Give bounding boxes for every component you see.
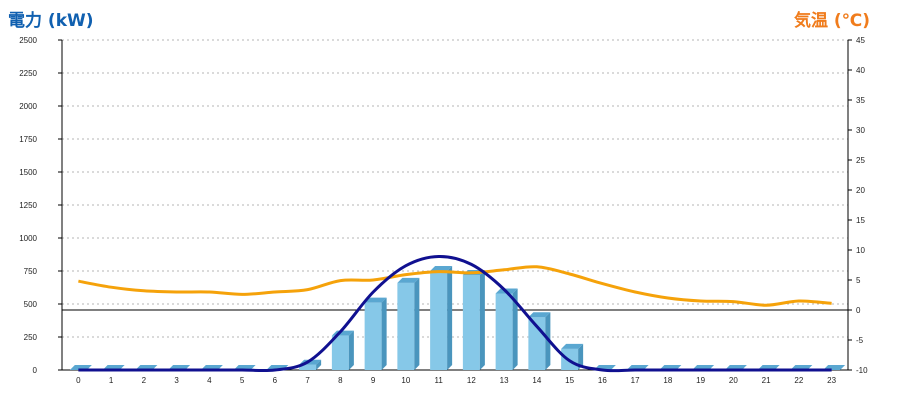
right-axis-tick-label: -10 [856,366,868,375]
left-axis-unit-label: 電力 (kW) [8,11,94,31]
bar-top [430,266,453,271]
right-axis-tick-label: 10 [856,246,865,255]
bar-side [512,288,518,370]
bar-top [397,277,420,283]
line-series [78,254,832,373]
x-axis-tick-label: 12 [467,376,476,385]
x-axis-tick-label: 18 [663,376,672,385]
right-axis-tick-label: 20 [856,186,865,195]
x-axis-tick-label: 5 [240,376,245,385]
left-axis-tick-label: 750 [24,267,38,276]
power-line [78,254,832,373]
bar-front [299,364,317,370]
x-axis-tick-label: 23 [827,376,836,385]
x-axis-tick-label: 17 [631,376,640,385]
bar-front [331,335,349,370]
left-axis-tick-label: 1500 [19,168,37,177]
right-axis-unit-label: 気温 (℃) [793,11,870,31]
x-axis-tick-label: 2 [142,376,147,385]
bar-top [364,297,387,303]
left-axis-tick-label: 2500 [19,36,37,45]
bar [397,277,420,370]
x-axis-tick-label: 11 [434,376,443,385]
x-axis-tick-label: 9 [371,376,376,385]
bar-front [364,302,382,370]
right-axis-tick-label: 15 [856,216,865,225]
x-axis-tick-label: 8 [338,376,343,385]
bar [495,288,518,370]
bar-side [348,330,354,370]
bar-top [561,343,584,349]
left-axis-tick-label: 1000 [19,234,37,243]
right-axis-tick-label: 25 [856,156,865,165]
x-axis-tick-label: 10 [401,376,410,385]
right-axis-tick-label: 0 [856,306,861,315]
x-axis-tick-label: 1 [109,376,114,385]
bar-front [495,293,513,370]
left-axis-tick-label: 1750 [19,135,37,144]
bar [430,266,453,370]
right-axis-tick-label: 35 [856,96,865,105]
left-axis-tick-label: 2250 [19,69,37,78]
tick-labels: 02505007501000125015001750200022502500-1… [19,36,868,385]
x-axis-tick-label: 21 [762,376,771,385]
x-axis-tick-label: 16 [598,376,607,385]
bar [364,297,387,370]
temperature-line [78,265,832,307]
bar-front [397,282,415,370]
right-axis-tick-label: 45 [856,36,865,45]
left-axis-tick-label: 2000 [19,102,37,111]
right-axis-tick-label: 30 [856,126,865,135]
x-axis-tick-label: 0 [76,376,81,385]
x-axis-tick-label: 19 [696,376,705,385]
x-axis-tick-label: 13 [500,376,509,385]
x-axis-tick-label: 20 [729,376,738,385]
bar-side [479,269,485,370]
left-axis-tick-label: 250 [24,333,38,342]
bar-front [430,271,448,370]
left-axis-tick-label: 0 [33,366,38,375]
x-axis-tick-label: 15 [565,376,574,385]
bar-series [69,266,846,370]
x-axis-tick-label: 14 [532,376,541,385]
left-axis-tick-label: 1250 [19,201,37,210]
bar-side [447,266,453,370]
x-axis-tick-label: 22 [794,376,803,385]
right-axis-tick-label: -5 [856,336,864,345]
bar [462,269,485,370]
bar-top [528,312,551,318]
x-axis-tick-label: 4 [207,376,212,385]
right-axis-tick-label: 40 [856,66,865,75]
left-axis-tick-label: 500 [24,300,38,309]
x-axis-tick-label: 6 [273,376,278,385]
bar-side [316,359,322,370]
bar-side [578,343,584,370]
right-axis-tick-label: 5 [856,276,861,285]
bar-front [462,274,480,370]
bar-side [381,297,387,370]
bar-side [414,277,420,370]
x-axis-tick-label: 3 [174,376,179,385]
grid-lines [62,39,848,338]
x-axis-tick-label: 7 [305,376,310,385]
